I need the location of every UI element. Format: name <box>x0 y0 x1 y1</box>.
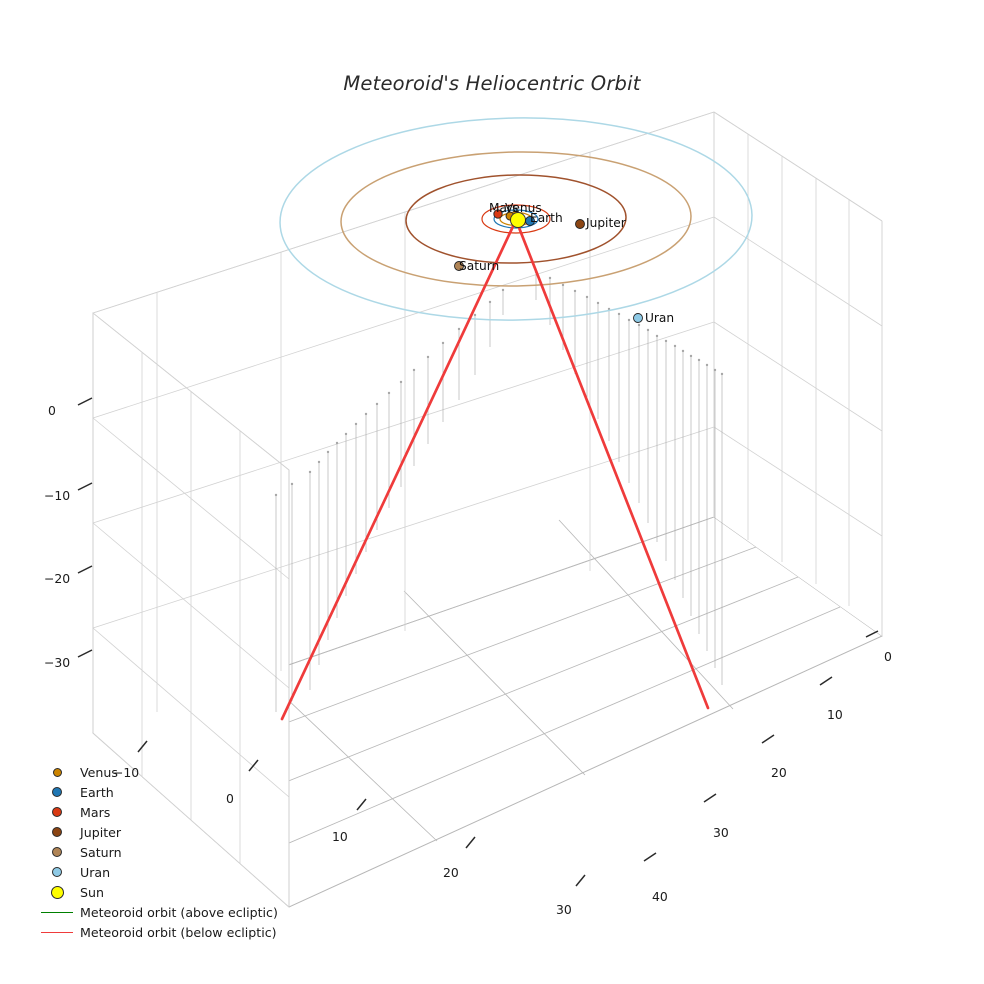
y-tick-label: 40 <box>652 889 668 904</box>
legend-label: Venus <box>80 764 118 780</box>
drop-stems <box>274 270 724 712</box>
legend-label: Meteoroid orbit (below ecliptic) <box>80 924 277 940</box>
legend-item-orbit-below-ecliptic[interactable]: Meteoroid orbit (below ecliptic) <box>38 922 338 942</box>
z-tick-label: −20 <box>44 571 71 586</box>
y-tick-label: 30 <box>713 825 729 840</box>
legend: Venus Earth Mars Jupiter Saturn <box>38 762 338 942</box>
legend-item-sun[interactable]: Sun <box>38 882 338 902</box>
legend-label: Saturn <box>80 844 122 860</box>
chart-title: Meteoroid's Heliocentric Orbit <box>343 72 641 95</box>
planet-label-jupiter: Jupiter <box>586 216 626 230</box>
legend-label: Mars <box>80 804 111 820</box>
planet-label-mars: Mars <box>489 201 519 215</box>
orbit-ring-jupiter <box>405 174 627 264</box>
y-tick-label: 10 <box>827 707 843 722</box>
meteoroid-trajectory-below-ecliptic <box>280 218 710 721</box>
legend-item-saturn[interactable]: Saturn <box>38 842 338 862</box>
legend-marker-venus-icon <box>38 762 76 782</box>
planet-markers <box>454 209 643 323</box>
legend-label: Sun <box>80 884 104 900</box>
legend-item-venus[interactable]: Venus <box>38 762 338 782</box>
planet-marker-uranus <box>633 313 643 323</box>
planet-label-venus: Venus <box>505 201 542 215</box>
tick-marks <box>77 397 879 887</box>
x-tick-label: 0 <box>226 791 234 806</box>
legend-line-below-ecliptic-icon <box>38 922 76 942</box>
y-tick-label: 20 <box>771 765 787 780</box>
box-edges <box>92 313 290 907</box>
z-tick-label: 0 <box>48 403 56 418</box>
planet-marker-mars <box>493 209 503 219</box>
legend-marker-jupiter-icon <box>38 822 76 842</box>
legend-marker-earth-icon <box>38 782 76 802</box>
legend-item-mars[interactable]: Mars <box>38 802 338 822</box>
x-tick-label: −10 <box>113 765 140 780</box>
legend-marker-mars-icon <box>38 802 76 822</box>
x-tick-label: 10 <box>332 829 348 844</box>
left-wall-pane <box>92 312 290 909</box>
x-tick-label: 20 <box>443 865 459 880</box>
planet-label-saturn: Saturn <box>459 259 500 273</box>
orbit-ring-uranus <box>279 117 753 321</box>
legend-line-above-ecliptic-icon <box>38 902 76 922</box>
legend-label: Jupiter <box>80 824 122 840</box>
planet-marker-jupiter <box>575 219 585 229</box>
z-tick-label: −30 <box>44 655 71 670</box>
legend-label: Uran <box>80 864 111 880</box>
orbit-ring-mars <box>481 204 551 234</box>
orbit-rings <box>279 117 753 321</box>
legend-label: Meteoroid orbit (above ecliptic) <box>80 904 278 920</box>
legend-marker-uranus-icon <box>38 862 76 882</box>
legend-label: Earth <box>80 784 114 800</box>
planet-label-earth: Earth <box>530 211 563 225</box>
orbit-ring-earth <box>493 209 539 229</box>
y-tick-label: 0 <box>884 649 892 664</box>
legend-item-jupiter[interactable]: Jupiter <box>38 822 338 842</box>
planet-label-uranus: Uran <box>645 311 675 325</box>
legend-marker-sun-icon <box>38 882 76 902</box>
legend-item-orbit-above-ecliptic[interactable]: Meteoroid orbit (above ecliptic) <box>38 902 338 922</box>
legend-marker-saturn-icon <box>38 842 76 862</box>
planet-marker-saturn <box>454 261 464 271</box>
legend-item-earth[interactable]: Earth <box>38 782 338 802</box>
z-tick-label: −10 <box>44 488 71 503</box>
floor-pane <box>92 516 883 908</box>
legend-item-uranus[interactable]: Uran <box>38 862 338 882</box>
planet-marker-earth <box>525 216 535 226</box>
x-tick-label: 30 <box>556 902 572 917</box>
orbit-ring-saturn <box>340 151 692 287</box>
